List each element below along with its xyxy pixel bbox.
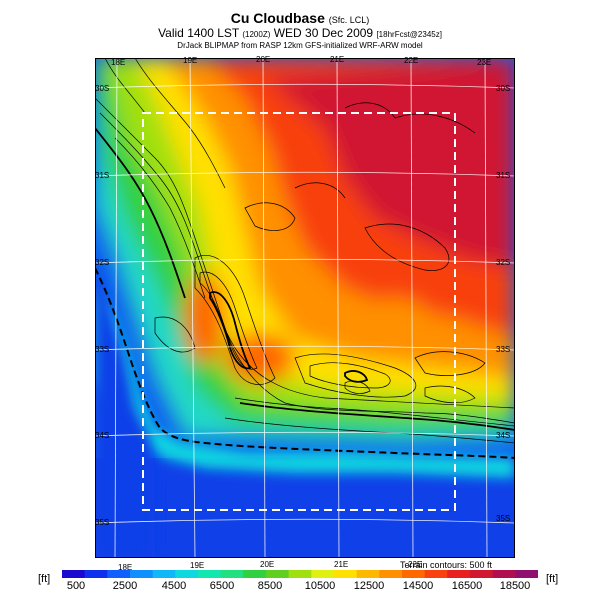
colorbar-swatch <box>356 570 380 578</box>
colorbar-swatch <box>424 570 448 578</box>
colorbar-swatch <box>288 570 312 578</box>
left-lat-label: 34S <box>95 431 110 440</box>
valid-line: Valid 1400 LST (1200Z) WED 30 Dec 2009 [… <box>0 26 600 40</box>
colorbar-swatch <box>447 570 471 578</box>
colorbar-unit-right: [ft] <box>546 573 559 585</box>
left-lat-label: 31S <box>95 171 110 180</box>
colorbar-tick: 16500 <box>451 580 483 592</box>
colorbar-swatch <box>334 570 358 578</box>
source-line: DrJack BLIPMAP from RASP 12km GFS-initia… <box>177 41 423 50</box>
right-lat-label: 32S <box>496 258 511 267</box>
colorbar-tick: 2500 <box>112 580 138 592</box>
colorbar-swatch <box>107 570 131 578</box>
colorbar-tick: 18500 <box>499 580 531 592</box>
top-lon-label: 18E <box>111 58 126 67</box>
colorbar-swatch <box>243 570 267 578</box>
colorbar-swatch <box>266 570 290 578</box>
top-lon-label: 21E <box>330 55 345 64</box>
top-lon-label: 23E <box>477 58 492 67</box>
colorbar-swatch <box>379 570 403 578</box>
run-info: [18hrFcst@2345z] <box>376 30 442 39</box>
top-lon-label: 22E <box>404 56 419 65</box>
left-lat-label: 30S <box>95 84 110 93</box>
lat-lon-grid <box>95 58 515 558</box>
bottom-lon-label: 20E <box>260 560 275 569</box>
colorbar-swatch <box>515 570 538 578</box>
colorbar-unit-left: [ft] <box>38 573 51 585</box>
colorbar <box>62 570 538 578</box>
colorbar-tick: 14500 <box>402 580 434 592</box>
colorbar-tick: 6500 <box>209 580 235 592</box>
map-title: Cu Cloudbase (Sfc. LCL) <box>0 10 600 26</box>
cloudbase-map <box>95 58 515 558</box>
colorbar-swatch <box>175 570 199 578</box>
map-border <box>95 58 515 558</box>
colorbar-tick: 500 <box>66 580 86 592</box>
colorbar-tick: 4500 <box>161 580 187 592</box>
coastline <box>95 267 515 459</box>
bottom-lon-label: 21E <box>334 560 349 569</box>
right-lat-label: 34S <box>496 431 511 440</box>
colorbar-swatch <box>402 570 426 578</box>
colorbar-swatch <box>470 570 494 578</box>
bottom-lon-label: 18E <box>118 563 133 572</box>
bottom-lon-label: 19E <box>190 561 205 570</box>
right-lat-label: 30S <box>496 84 511 93</box>
top-lon-label: 20E <box>256 55 271 64</box>
colorbar-swatch <box>198 570 222 578</box>
colorbar-swatch <box>152 570 176 578</box>
title-suffix: (Sfc. LCL) <box>328 15 370 25</box>
west-ocean <box>95 258 155 558</box>
coastal-strip <box>95 288 515 478</box>
colorbar-tick: 8500 <box>257 580 283 592</box>
valid-time: Valid 1400 LST <box>158 26 240 40</box>
colorbar-swatch <box>84 570 108 578</box>
colorbar-swatch <box>492 570 516 578</box>
colorbar-tick: 10500 <box>304 580 336 592</box>
valid-code: (1200Z) <box>242 30 271 39</box>
right-lat-label: 31S <box>496 171 511 180</box>
cloudbase-field <box>95 58 515 443</box>
inner-domain-box <box>142 112 456 511</box>
left-lat-label: 33S <box>95 345 110 354</box>
top-lon-label: 19E <box>183 56 198 65</box>
right-lat-label: 33S <box>496 345 511 354</box>
terrain-contour-note: Terrain contours: 500 ft <box>400 560 493 570</box>
left-lat-label: 32S <box>95 258 110 267</box>
valid-date: WED 30 Dec 2009 <box>273 26 374 40</box>
colorbar-swatch <box>62 570 86 578</box>
title-main: Cu Cloudbase <box>230 10 325 26</box>
right-lat-label: 35S <box>496 514 511 523</box>
colorbar-swatch <box>130 570 154 578</box>
colorbar-swatch <box>311 570 335 578</box>
bottom-lon-label: 22E <box>408 560 423 569</box>
colorbar-tick: 12500 <box>353 580 385 592</box>
left-lat-label: 35S <box>95 518 110 527</box>
colorbar-swatch <box>220 570 244 578</box>
